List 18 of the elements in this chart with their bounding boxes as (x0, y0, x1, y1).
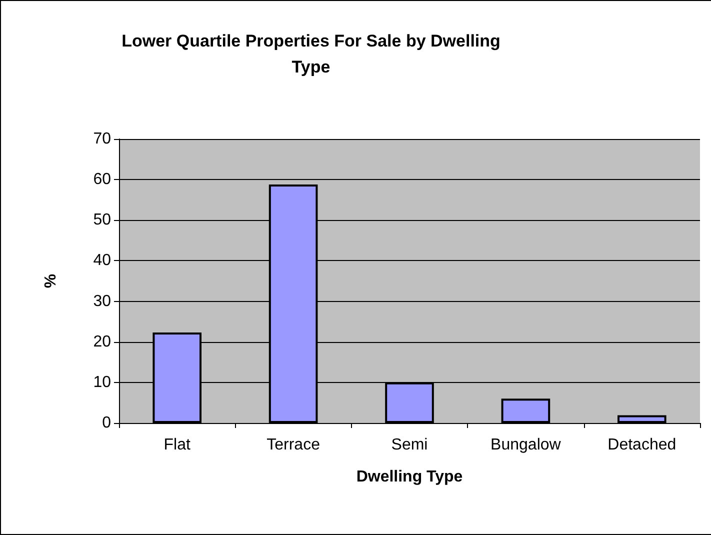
y-tick-label: 30 (93, 292, 112, 310)
y-tick-label: 10 (93, 374, 112, 391)
y-tick-label: 50 (93, 212, 112, 229)
x-tick-label: Terrace (266, 436, 320, 454)
y-tick-label: 60 (93, 171, 112, 188)
x-axis-title: Dwelling Type (356, 468, 463, 486)
x-tick-label: Detached (608, 436, 676, 454)
x-tick-label: Bungalow (490, 436, 562, 454)
bar (618, 415, 666, 423)
y-tick-label: 70 (93, 130, 112, 148)
x-tick-label: Semi (391, 436, 428, 454)
chart-title: Lower Quartile Properties For Sale by Dwelling Type (122, 32, 500, 76)
y-axis-title: % (42, 274, 60, 288)
y-tick-label: 0 (102, 414, 112, 432)
y-tick-label: 40 (93, 252, 112, 270)
x-tick-label: Flat (164, 436, 191, 454)
bar (501, 398, 550, 423)
y-tick-label: 20 (93, 333, 112, 350)
